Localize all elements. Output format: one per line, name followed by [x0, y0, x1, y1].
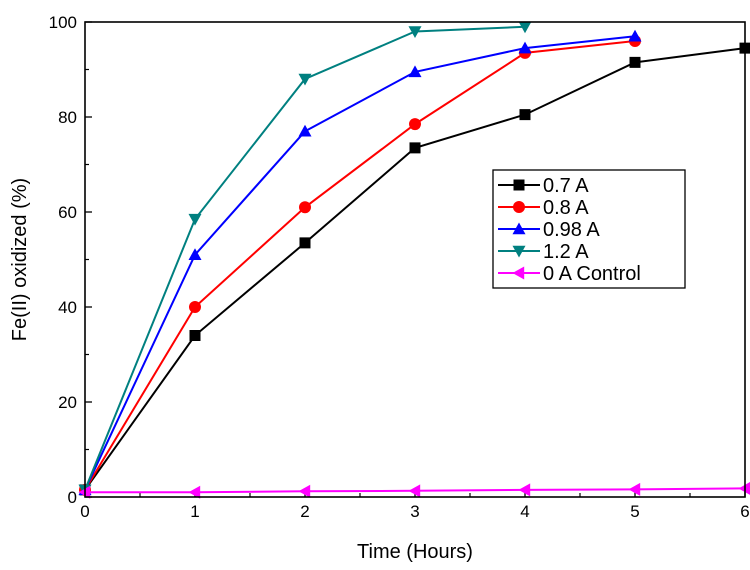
legend-swatch-marker — [512, 222, 526, 235]
series-line — [84, 40, 636, 491]
data-point — [189, 301, 201, 313]
data-point — [628, 29, 642, 42]
y-tick-label: 60 — [58, 203, 77, 222]
data-point — [298, 484, 311, 498]
data-point — [629, 56, 641, 68]
legend-swatch-marker — [513, 201, 525, 213]
y-tick-label: 100 — [49, 13, 77, 32]
legend-item: 0.98 A — [498, 219, 600, 241]
y-tick-label: 0 — [68, 488, 77, 507]
series-layer — [78, 21, 750, 499]
data-point — [408, 484, 421, 498]
data-point — [409, 142, 421, 154]
data-point — [628, 482, 641, 496]
series-4 — [78, 482, 750, 499]
series-line — [84, 35, 636, 491]
y-tick-label: 20 — [58, 393, 77, 412]
y-tick-label: 80 — [58, 108, 77, 127]
x-tick-label: 6 — [740, 502, 749, 521]
legend-item: 0.7 A — [498, 175, 589, 197]
data-point — [518, 483, 531, 497]
legend-swatch-marker — [512, 245, 526, 258]
legend: 0.7 A0.8 A0.98 A1.2 A0 A Control — [492, 169, 686, 289]
legend-label: 0.98 A — [543, 219, 600, 241]
data-point — [188, 485, 201, 499]
data-point — [298, 124, 312, 137]
legend-label: 0 A Control — [543, 263, 641, 285]
data-point — [408, 65, 422, 78]
legend-label: 1.2 A — [543, 241, 589, 263]
x-tick-label: 5 — [630, 502, 639, 521]
data-point — [518, 21, 532, 34]
data-point — [409, 118, 421, 131]
data-point — [298, 73, 312, 86]
x-tick-label: 3 — [410, 502, 419, 521]
data-point — [299, 237, 311, 249]
data-point — [519, 109, 531, 121]
data-point — [189, 330, 201, 341]
x-tick-label: 2 — [300, 502, 309, 521]
legend-swatch-marker — [513, 179, 525, 191]
legend-label: 0.8 A — [543, 197, 589, 219]
y-tick-label: 40 — [58, 298, 77, 317]
data-point — [188, 248, 202, 260]
x-tick-label: 4 — [520, 502, 529, 521]
x-axis-title: Time (Hours) — [357, 541, 473, 563]
y-axis-title: Fe(II) oxidized (%) — [9, 178, 31, 341]
x-tick-label: 0 — [80, 502, 89, 521]
x-tick-label: 1 — [190, 502, 199, 521]
legend-item: 0.8 A — [498, 197, 589, 219]
data-point — [518, 41, 532, 54]
data-point — [408, 26, 422, 38]
data-point — [299, 201, 311, 214]
legend-swatch-marker — [512, 266, 525, 280]
legend-label: 0.7 A — [543, 175, 589, 197]
legend-item: 1.2 A — [498, 241, 589, 263]
plot-frame — [84, 21, 746, 498]
data-point — [188, 213, 202, 226]
legend-item: 0 A Control — [498, 263, 641, 285]
